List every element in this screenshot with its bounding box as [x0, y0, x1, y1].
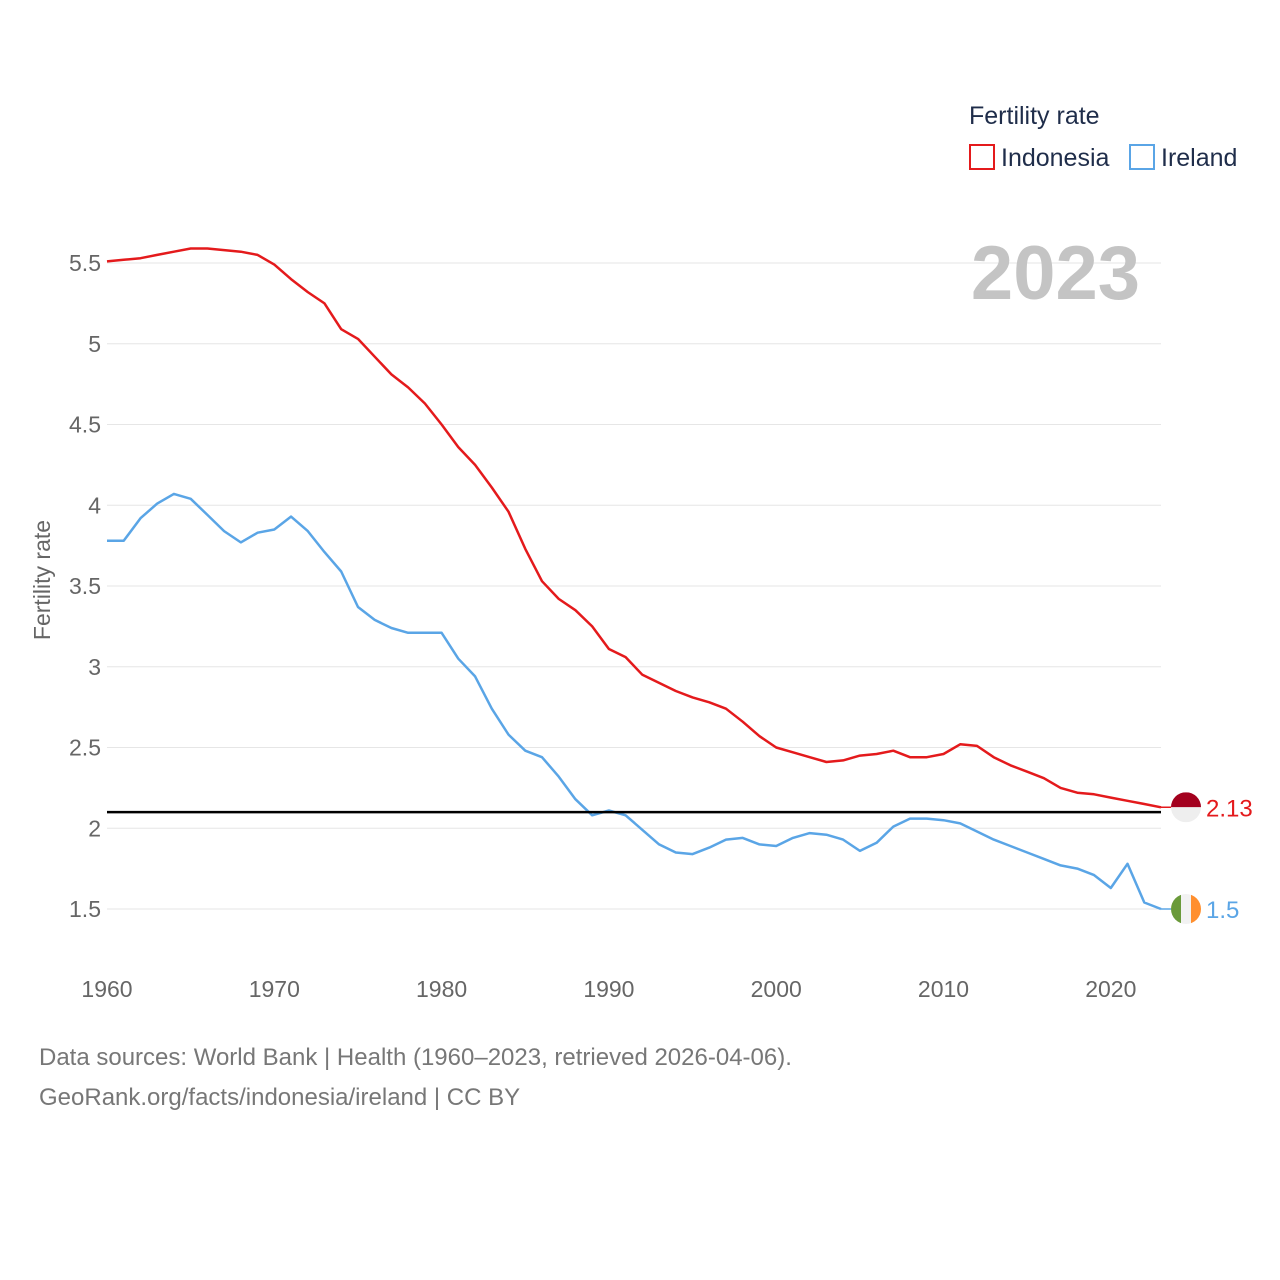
x-tick-label-2020: 2020	[1085, 976, 1136, 1002]
x-tick-label-1980: 1980	[416, 976, 467, 1002]
legend-label-ireland: Ireland	[1161, 144, 1237, 172]
x-tick-label-1990: 1990	[583, 976, 634, 1002]
y-tick-label-4: 4	[88, 492, 101, 518]
legend-title: Fertility rate	[969, 102, 1100, 130]
legend-item-indonesia[interactable]: Indonesia	[969, 144, 1110, 172]
x-axis-ticks: 1960 1970 1980 1990 2000 2010 2020	[81, 976, 1136, 1002]
year-watermark: 2023	[971, 231, 1140, 316]
indonesia-flag-icon	[1171, 792, 1201, 823]
legend-swatch-indonesia	[969, 144, 995, 170]
y-tick-label-3.5: 3.5	[69, 573, 101, 599]
legend-item-ireland[interactable]: Ireland	[1129, 144, 1237, 172]
y-tick-label-2.5: 2.5	[69, 735, 101, 761]
legend-swatch-ireland	[1129, 144, 1155, 170]
y-tick-label-2: 2	[88, 815, 101, 841]
legend-label-indonesia: Indonesia	[1001, 144, 1110, 172]
end-value-label-ireland: 1.5	[1206, 897, 1239, 924]
y-tick-label-4.5: 4.5	[69, 412, 101, 438]
y-axis-label: Fertility rate	[29, 520, 55, 640]
flag-stripe-red	[1171, 792, 1201, 808]
series-line-ireland	[107, 492, 1162, 911]
end-value-label-indonesia: 2.13	[1206, 795, 1253, 822]
x-tick-label-1960: 1960	[81, 976, 132, 1002]
x-tick-label-2000: 2000	[751, 976, 802, 1002]
gridlines	[107, 262, 1161, 910]
y-axis-ticks: 1.5 2 2.5 3 3.5 4 4.5 5 5.5	[69, 250, 101, 922]
series-lines	[106, 247, 1162, 911]
flag-stripe-orange	[1191, 894, 1201, 924]
x-tick-label-2010: 2010	[918, 976, 969, 1002]
y-tick-label-5.5: 5.5	[69, 250, 101, 276]
end-markers: 2.13 1.5	[1161, 792, 1253, 924]
ireland-flag-icon	[1171, 894, 1201, 924]
footer-attribution[interactable]: GeoRank.org/facts/indonesia/ireland | CC…	[39, 1084, 521, 1111]
flag-stripe-white	[1171, 807, 1201, 823]
legend: Fertility rate Indonesia Ireland	[969, 102, 1237, 172]
flag-stripe-green	[1171, 894, 1181, 924]
y-tick-label-5: 5	[88, 331, 101, 357]
x-tick-label-1970: 1970	[249, 976, 300, 1002]
y-tick-label-3: 3	[88, 654, 101, 680]
series-line-indonesia	[106, 247, 1162, 809]
flag-stripe-white	[1181, 894, 1191, 924]
y-tick-label-1.5: 1.5	[69, 896, 101, 922]
footer-sources: Data sources: World Bank | Health (1960–…	[39, 1044, 792, 1071]
